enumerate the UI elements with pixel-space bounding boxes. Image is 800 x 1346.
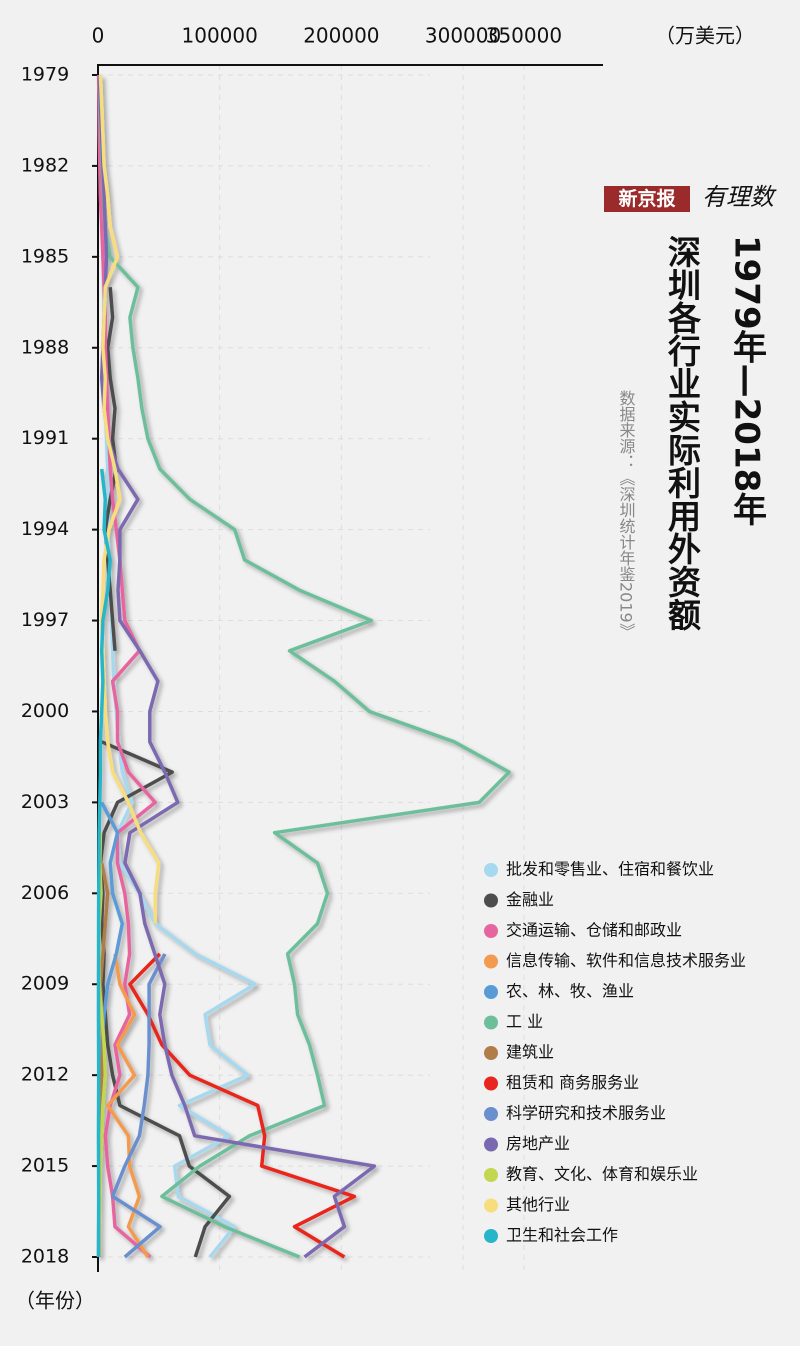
x-tick-label: 300000 (425, 24, 501, 48)
legend-label: 卫生和社会工作 (506, 1226, 618, 1245)
source: 数据来源：《深圳统计年鉴2019》 (617, 390, 636, 639)
series-line (98, 74, 161, 924)
x-tick-label: 200000 (303, 24, 379, 48)
y-tick-label: 1979 (21, 64, 69, 86)
legend-marker (484, 985, 498, 999)
y-tick-label: 2009 (21, 973, 69, 995)
legend-marker (484, 893, 498, 908)
legend-label: 其他行业 (506, 1195, 570, 1214)
y-tick-label: 2000 (21, 700, 69, 722)
series-line (110, 953, 167, 1259)
y-tick-label: 1982 (21, 154, 69, 176)
y-tick-label: 2015 (21, 1155, 69, 1177)
y-tick-label: 2003 (21, 791, 69, 813)
legend-marker (484, 954, 498, 969)
x-tick-label: 100000 (182, 24, 258, 48)
y-tick-label: 1997 (21, 609, 69, 631)
x-axis-unit: （万美元） (655, 24, 755, 48)
series-line (96, 468, 112, 1258)
x-tick-label: 350000 (486, 24, 562, 48)
y-tick-label: 1991 (21, 427, 69, 449)
legend-marker (484, 1229, 498, 1243)
legend-marker (484, 1076, 498, 1091)
series-line (128, 952, 357, 1259)
x-tick-label: 0 (92, 24, 105, 48)
legend-marker (484, 863, 498, 877)
y-tick-label: 1985 (21, 245, 69, 267)
legend-marker (484, 924, 498, 938)
legend-label: 农、林、牧、渔业 (506, 982, 634, 1001)
y-tick-label: 1994 (21, 518, 69, 540)
y-tick-label: 1988 (21, 336, 69, 358)
legend-marker (484, 1168, 498, 1182)
legend-label: 科学研究和技术服务业 (506, 1104, 666, 1123)
legend-label: 金融业 (506, 890, 554, 909)
chart-title: 1979年—2018年 (727, 235, 767, 526)
legend-label: 交通运输、仓储和邮政业 (506, 921, 682, 940)
series-line (97, 74, 511, 1259)
brand-box (604, 186, 690, 212)
legend-marker (484, 1015, 498, 1030)
chart-subtitle: 深圳各行业实际利用外资额 (663, 235, 703, 632)
legend-label: 批发和零售业、住宿和餐饮业 (506, 860, 714, 879)
legend-marker (484, 1198, 498, 1213)
legend-label: 建筑业 (506, 1043, 554, 1062)
legend-label: 租赁和 商务服务业 (506, 1073, 639, 1092)
legend-label: 工 业 (506, 1012, 543, 1031)
legend-label: 信息传输、软件和信息技术服务业 (506, 951, 746, 970)
legend-marker (484, 1046, 498, 1060)
legend-label: 房地产业 (506, 1134, 570, 1153)
legend-label: 教育、文化、体育和娱乐业 (506, 1165, 698, 1184)
plot-lines (96, 74, 511, 1259)
brand-sub: 有理数 (702, 183, 777, 211)
series-line (96, 74, 157, 1259)
y-tick-label: 2018 (21, 1246, 69, 1268)
brand-name: 新京报 (618, 187, 675, 210)
y-tick-label: 2006 (21, 882, 69, 904)
legend-marker (484, 1107, 498, 1121)
y-axis-unit: （年份） (15, 1289, 95, 1313)
y-tick-label: 2012 (21, 1064, 69, 1086)
legend-marker (484, 1137, 498, 1152)
series-line (97, 74, 377, 1259)
series-line (105, 953, 150, 1258)
